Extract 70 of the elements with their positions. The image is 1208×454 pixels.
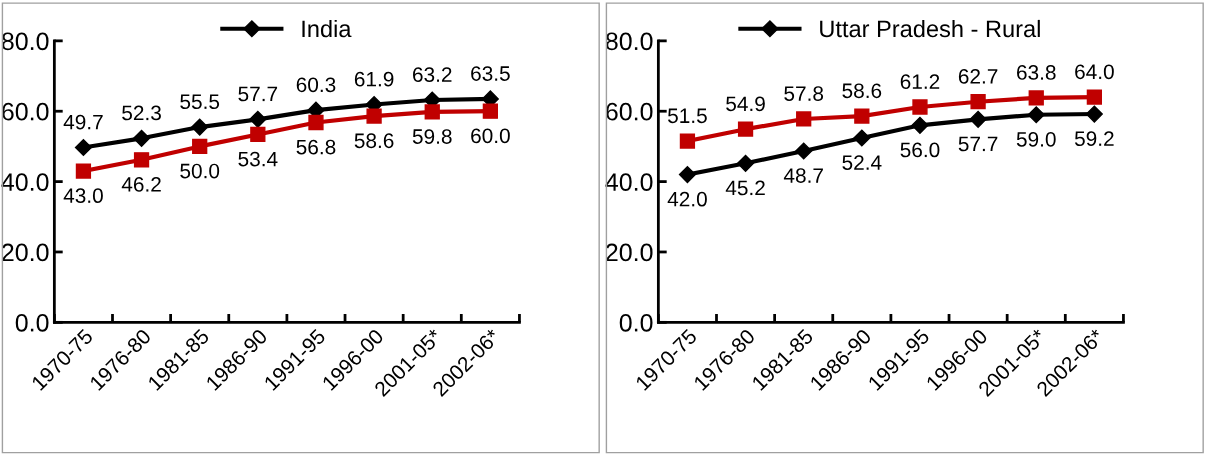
- point: [795, 142, 813, 160]
- data-label: 57.8: [784, 86, 824, 101]
- point: [1085, 105, 1103, 123]
- point: [1086, 89, 1103, 105]
- data-label: 59.2: [1074, 131, 1114, 147]
- point: [192, 138, 208, 155]
- data-label: 58.6: [842, 83, 882, 99]
- point: [853, 129, 871, 147]
- data-label: 55.5: [180, 94, 220, 110]
- legend-label: India: [302, 19, 352, 38]
- data-label: 43.0: [63, 188, 103, 204]
- point: [737, 154, 755, 172]
- y-tick-label: 20.0: [2, 243, 49, 262]
- point: [911, 116, 929, 134]
- data-label: 58.6: [354, 133, 394, 149]
- data-label: 42.0: [667, 191, 707, 207]
- data-label: 60.0: [471, 128, 510, 144]
- point: [191, 118, 209, 136]
- data-label: 61.9: [354, 71, 394, 87]
- data-label: 62.7: [958, 68, 998, 84]
- y-tick-label: 60.0: [2, 102, 49, 121]
- point: [1027, 106, 1045, 124]
- point: [133, 129, 151, 147]
- y-tick-label: 40.0: [605, 173, 653, 191]
- data-label: 57.7: [238, 86, 278, 102]
- data-label: 51.5: [667, 108, 707, 124]
- point: [366, 108, 382, 124]
- y-tick-label: 20.0: [606, 243, 653, 262]
- point: [75, 163, 92, 179]
- point: [737, 121, 754, 137]
- point: [250, 126, 266, 143]
- data-label: 50.0: [180, 163, 220, 179]
- data-label: 49.7: [63, 114, 103, 130]
- y-tick-label: 80.0: [605, 32, 653, 51]
- point: [308, 114, 324, 131]
- data-label: 63.5: [471, 66, 510, 81]
- data-label: 61.2: [900, 74, 940, 89]
- y-tick-label: 60.0: [606, 102, 653, 121]
- point: [679, 133, 696, 149]
- y-tick-label: 40.0: [1, 173, 49, 191]
- point: [1028, 90, 1044, 106]
- data-label: 57.7: [958, 136, 998, 152]
- data-label: 63.8: [1017, 65, 1056, 80]
- point: [249, 110, 267, 128]
- data-label: 60.3: [296, 77, 336, 93]
- point: [912, 99, 928, 115]
- point: [482, 103, 499, 119]
- data-label: 56.8: [296, 139, 336, 155]
- point: [678, 166, 696, 184]
- point: [74, 138, 92, 157]
- data-label: 59.8: [412, 129, 452, 144]
- point: [424, 104, 440, 120]
- data-label: 52.4: [842, 155, 882, 170]
- y-tick-label: 80.0: [1, 32, 49, 51]
- data-label: 46.2: [121, 177, 161, 192]
- data-label: 56.0: [900, 142, 940, 158]
- data-label: 53.4: [238, 151, 278, 167]
- data-label: 59.0: [1016, 131, 1056, 147]
- data-label: 54.9: [726, 96, 765, 112]
- point: [970, 94, 986, 110]
- point: [854, 108, 870, 124]
- point: [796, 111, 812, 127]
- point: [133, 152, 150, 168]
- data-label: 48.7: [783, 168, 823, 183]
- data-label: 52.3: [122, 105, 161, 121]
- point: [969, 110, 987, 128]
- data-label: 64.0: [1075, 64, 1114, 80]
- data-label: 63.2: [413, 67, 452, 82]
- data-label: 45.2: [725, 180, 765, 196]
- legend-label: Uttar Pradesh - Rural: [820, 19, 1040, 38]
